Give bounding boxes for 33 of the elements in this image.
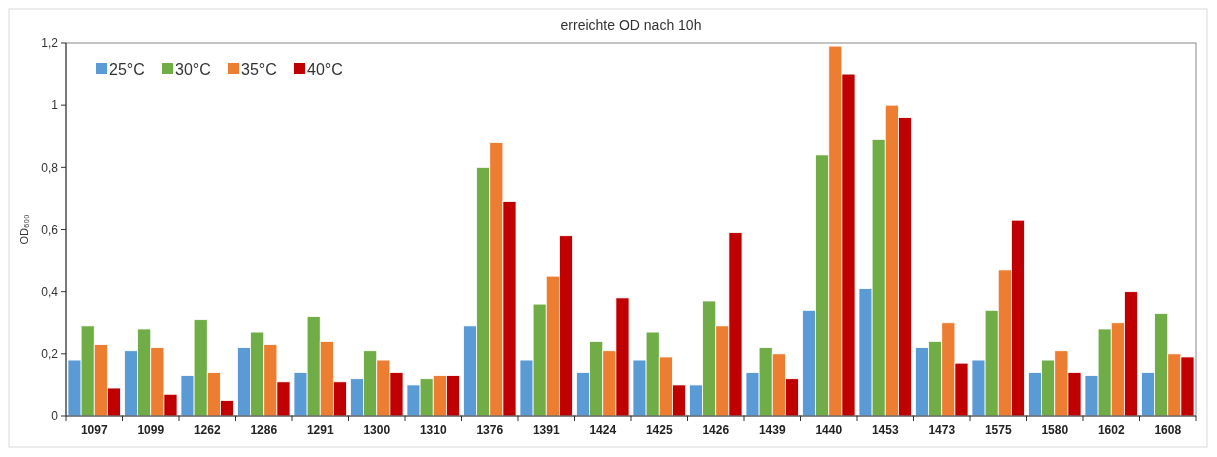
y-tick-label: 0,2 bbox=[41, 347, 59, 362]
x-tick-label: 1310 bbox=[419, 423, 447, 437]
x-tick-label: 1580 bbox=[1041, 423, 1069, 437]
y-tick-label: 0,8 bbox=[41, 160, 59, 175]
x-tick-label: 1099 bbox=[137, 423, 165, 437]
x-tick-label: 1376 bbox=[476, 423, 504, 437]
x-tick-label: 1608 bbox=[1154, 423, 1182, 437]
x-tick-label: 1262 bbox=[193, 423, 221, 437]
x-tick-label: 1300 bbox=[363, 423, 391, 437]
x-tick-label: 1473 bbox=[928, 423, 956, 437]
x-tick-label: 1602 bbox=[1097, 423, 1125, 437]
y-tick-label: 0,6 bbox=[41, 222, 59, 237]
x-tick-label: 1426 bbox=[702, 423, 730, 437]
x-tick-label: 1424 bbox=[589, 423, 617, 437]
legend-label: 25°C bbox=[109, 60, 145, 78]
y-tick-label: 1 bbox=[51, 98, 59, 113]
legend-label: 40°C bbox=[307, 60, 343, 78]
x-tick-label: 1291 bbox=[306, 423, 334, 437]
x-tick-label: 1439 bbox=[758, 423, 786, 437]
legend-label: 30°C bbox=[175, 60, 211, 78]
x-tick-label: 1575 bbox=[984, 423, 1012, 437]
x-tick-label: 1440 bbox=[815, 423, 843, 437]
x-tick-label: 1425 bbox=[645, 423, 673, 437]
y-tick-label: 0,4 bbox=[41, 284, 59, 299]
x-tick-label: 1453 bbox=[871, 423, 899, 437]
y-tick-label: 1,2 bbox=[41, 36, 59, 51]
chart-title: erreichte OD nach 10h bbox=[560, 17, 702, 33]
y-axis-title: OD₆₀₀ bbox=[18, 214, 30, 245]
x-tick-label: 1391 bbox=[532, 423, 560, 437]
x-tick-label: 1097 bbox=[80, 423, 108, 437]
y-tick-label: 0 bbox=[51, 409, 59, 424]
legend-label: 35°C bbox=[241, 60, 277, 78]
x-tick-label: 1286 bbox=[250, 423, 278, 437]
